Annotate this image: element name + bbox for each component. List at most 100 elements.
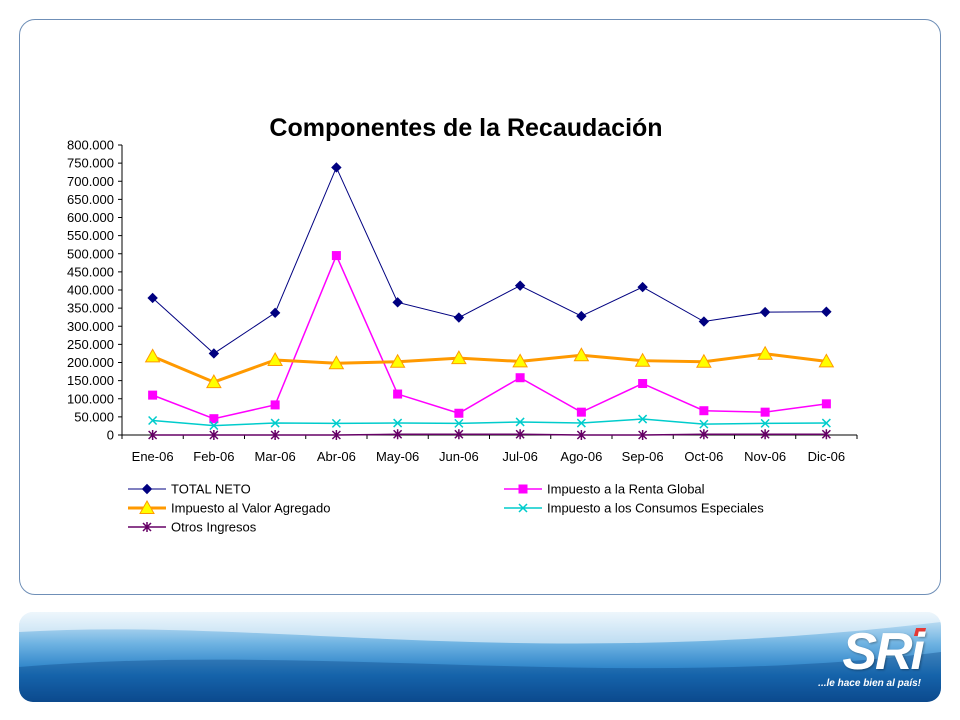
sri-logo: SRi [842, 623, 925, 681]
series-4-point [270, 418, 280, 428]
series-5-point [699, 429, 709, 440]
series-5-point [638, 430, 648, 440]
series-4-point [209, 421, 219, 431]
legend-label-5: Otros Ingresos [171, 520, 257, 535]
chart-title: Componentes de la Recaudación [269, 114, 662, 142]
series-3-point [451, 350, 467, 365]
series-5-point [331, 430, 341, 440]
y-tick-label: 800.000 [67, 138, 114, 153]
series-5-point [454, 429, 464, 440]
series-5-point [576, 430, 586, 440]
x-tick-label: Sep-06 [622, 449, 664, 464]
y-tick-label: 450.000 [67, 264, 114, 279]
series-3-point [328, 355, 345, 370]
series-2-point [760, 407, 770, 417]
series-1-point [637, 281, 648, 293]
series-3-point [696, 353, 712, 368]
series-5-point [270, 430, 280, 440]
y-tick-label: 400.000 [67, 283, 114, 298]
series-1-point [576, 310, 587, 322]
series-1-point [759, 306, 771, 318]
series-line-4 [152, 418, 827, 427]
y-tick-label: 200.000 [67, 355, 114, 370]
series-3-point [757, 345, 773, 360]
y-tick-label: 0 [107, 428, 114, 443]
y-tick-label: 700.000 [67, 174, 114, 189]
series-line-3 [152, 352, 827, 384]
series-4-point [393, 418, 403, 428]
x-tick-label: Ene-06 [132, 449, 174, 464]
x-tick-label: Abr-06 [317, 449, 356, 464]
x-tick-label: Feb-06 [193, 449, 234, 464]
series-4-point [331, 418, 341, 428]
series-1-point [147, 292, 158, 304]
series-line-5 [152, 433, 827, 436]
series-1-point [453, 312, 465, 323]
x-tick-label: Mar-06 [255, 449, 296, 464]
series-2-point [699, 406, 709, 416]
series-2-point [331, 251, 341, 261]
series-4-point [515, 417, 525, 427]
series-3-point [512, 353, 528, 368]
series-3-point [634, 352, 651, 367]
y-tick-label: 600.000 [67, 210, 114, 225]
x-tick-label: Ago-06 [560, 449, 602, 464]
series-1-point [331, 162, 342, 173]
y-tick-label: 550.000 [67, 228, 114, 243]
series-1-point [514, 280, 526, 291]
legend-marker-1 [141, 483, 153, 495]
y-tick-label: 50.000 [74, 409, 114, 424]
series-3-point [144, 348, 161, 363]
legend-marker-2 [518, 484, 528, 494]
series-5-point [148, 430, 158, 440]
y-tick-label: 250.000 [67, 337, 114, 352]
footer-banner: SRi ...le hace bien al país! [19, 612, 941, 702]
series-5-point [209, 430, 219, 440]
legend-marker-4 [518, 503, 528, 513]
legend-label-3: Impuesto al Valor Agregado [171, 501, 330, 516]
series-2-point [638, 379, 648, 389]
series-2-point [393, 389, 403, 399]
legend-label-1: TOTAL NETO [171, 482, 251, 497]
footer-swoosh [19, 612, 941, 702]
y-tick-label: 100.000 [67, 391, 114, 406]
series-5-point [515, 429, 525, 440]
legend-marker-3 [139, 499, 155, 514]
series-1-point [392, 297, 403, 308]
series-2-point [576, 407, 586, 417]
series-5-point [393, 429, 403, 440]
series-3-point [573, 347, 590, 362]
series-4-point [576, 418, 586, 428]
series-line-2 [152, 253, 827, 420]
y-tick-label: 300.000 [67, 319, 114, 334]
y-tick-label: 650.000 [67, 192, 114, 207]
x-tick-label: Oct-06 [684, 449, 723, 464]
logo-slogan: ...le hace bien al país! [818, 678, 921, 689]
series-3-point [818, 353, 835, 368]
series-4-point [760, 418, 770, 428]
x-tick-label: May-06 [376, 449, 419, 464]
series-4-point [454, 418, 464, 428]
y-tick-label: 150.000 [67, 373, 114, 388]
series-2-point [454, 408, 464, 418]
series-line-1 [152, 166, 827, 355]
y-tick-label: 500.000 [67, 246, 114, 261]
series-2-point [270, 400, 280, 410]
x-tick-label: Nov-06 [744, 449, 786, 464]
series-4-point [821, 418, 831, 428]
series-5-point [821, 429, 831, 440]
series-5-point [760, 429, 770, 440]
series-4-point [148, 415, 158, 426]
legend-label-2: Impuesto a la Renta Global [547, 482, 705, 497]
series-4-point [638, 414, 648, 424]
series-2-point [148, 390, 158, 400]
y-tick-label: 350.000 [67, 301, 114, 316]
series-3-point [267, 351, 283, 366]
legend-marker-5 [142, 522, 152, 532]
series-3-point [206, 374, 222, 389]
series-1-point [208, 348, 220, 359]
legend-label-4: Impuesto a los Consumos Especiales [547, 501, 764, 516]
x-tick-label: Jun-06 [439, 449, 479, 464]
series-2-point [515, 373, 525, 383]
